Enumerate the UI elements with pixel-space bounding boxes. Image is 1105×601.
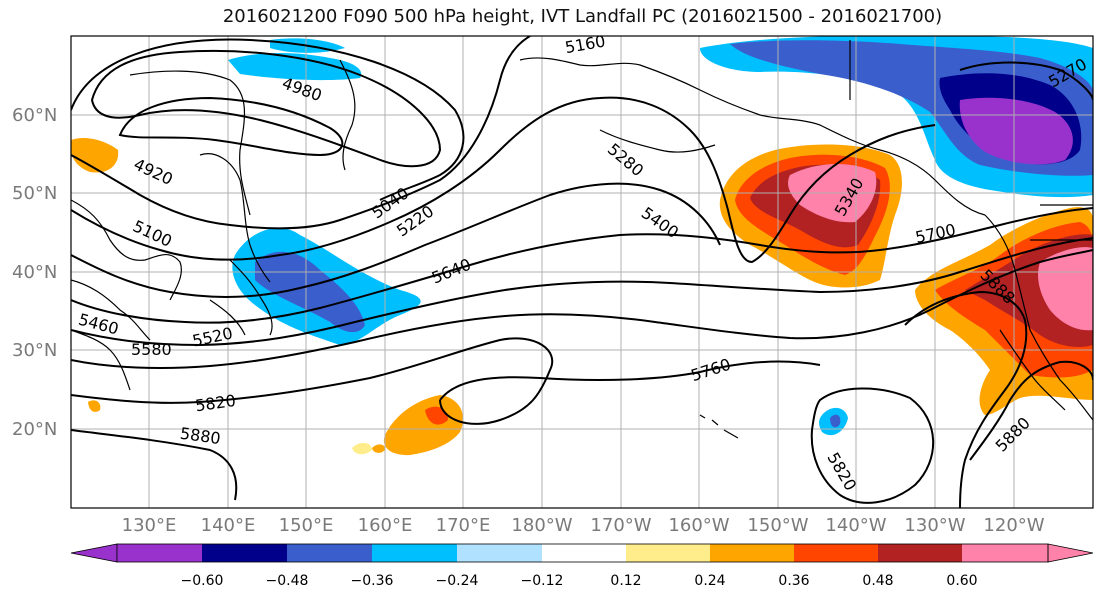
colorbar-tick: −0.24 (436, 573, 479, 589)
contour-label: 5580 (131, 340, 172, 359)
lon-label: 120°W (983, 515, 1044, 536)
colorbar-bin (626, 544, 710, 562)
colorbar: −0.60 −0.48 −0.36 −0.24 −0.12 0.12 0.24 … (70, 543, 1094, 589)
lon-label: 170°E (436, 515, 491, 536)
coastlines (71, 40, 1093, 439)
colorbar-tick: −0.60 (181, 573, 224, 589)
colorbar-tick: 0.48 (862, 573, 893, 589)
latitude-labels: 60°N 50°N 40°N 30°N 20°N (12, 105, 57, 440)
lon-label: 130°E (122, 515, 177, 536)
lon-label: 180°W (511, 515, 572, 536)
height-contours (71, 36, 1093, 508)
colorbar-tick: 0.12 (610, 573, 641, 589)
colorbar-bin (710, 544, 794, 562)
colorbar-bin (542, 544, 626, 562)
colorbar-tick: −0.12 (521, 573, 564, 589)
lon-label: 150°W (747, 515, 808, 536)
map-frame (70, 35, 1094, 509)
lon-label: 130°W (904, 515, 965, 536)
lat-label: 30°N (12, 340, 57, 361)
colorbar-tick: 0.60 (946, 573, 977, 589)
colorbar-bin (117, 544, 202, 562)
colorbar-tick: 0.24 (694, 573, 725, 589)
colorbar-tick: −0.36 (351, 573, 394, 589)
colorbar-tick: −0.48 (266, 573, 309, 589)
lon-label: 170°W (590, 515, 651, 536)
lat-label: 50°N (12, 183, 57, 204)
lat-label: 40°N (12, 262, 57, 283)
lat-label: 60°N (12, 105, 57, 126)
colorbar-bin (962, 544, 1048, 562)
colorbar-bin (794, 544, 878, 562)
colorbar-extend-min (70, 543, 118, 563)
map-title: 2016021200 F090 500 hPa height, IVT Land… (222, 6, 943, 27)
longitude-labels: 130°E 140°E 150°E 160°E 170°E 180°W 170°… (122, 515, 1045, 536)
lon-label: 160°W (668, 515, 729, 536)
colorbar-bin (878, 544, 962, 562)
colorbar-tick: 0.36 (778, 573, 809, 589)
colorbar-bin (372, 544, 457, 562)
colorbar-bin (202, 544, 287, 562)
colorbar-extend-max (1047, 543, 1094, 563)
lon-label: 140°W (825, 515, 886, 536)
lon-label: 140°E (201, 515, 256, 536)
lon-label: 150°E (279, 515, 334, 536)
colorbar-bin (287, 544, 372, 562)
lon-label: 160°E (358, 515, 413, 536)
lat-label: 20°N (12, 419, 57, 440)
colorbar-bin (457, 544, 542, 562)
contour-label: 5160 (563, 31, 606, 57)
